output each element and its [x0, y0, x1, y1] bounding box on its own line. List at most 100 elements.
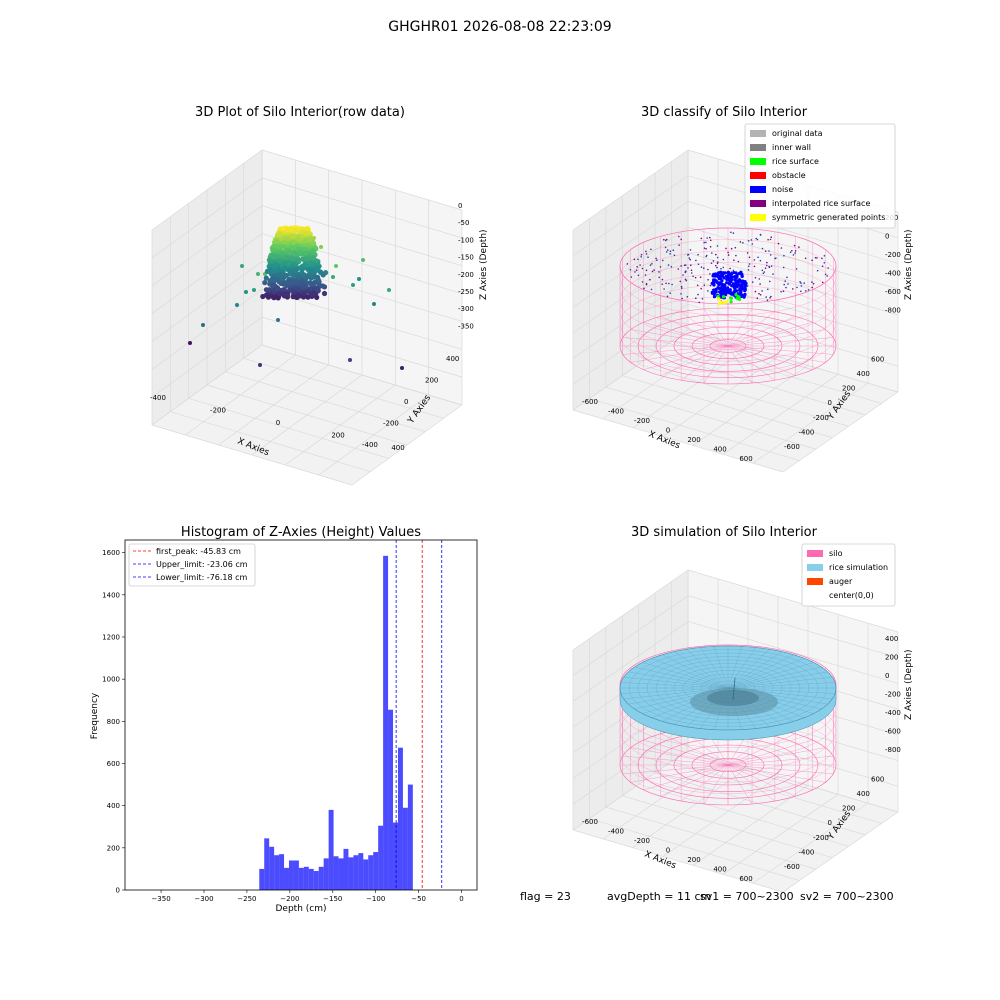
grid-point	[792, 254, 795, 256]
x-tick-label: −150	[323, 895, 342, 903]
grid-point	[677, 268, 680, 270]
grid-point	[763, 271, 766, 273]
z-tick-label: -400	[885, 709, 901, 717]
rice-mesh-spoke	[727, 647, 757, 689]
histogram-bar	[313, 871, 319, 890]
legend-label: Upper_limit: -23.06 cm	[156, 560, 248, 569]
silo-floor-spoke	[727, 345, 753, 384]
grid-point	[653, 269, 655, 271]
z-tick-label: -800	[885, 746, 901, 754]
y-tick-label: 0	[828, 399, 832, 407]
grid-point	[664, 239, 667, 242]
grid-point	[796, 286, 798, 289]
grid-point	[645, 253, 648, 255]
panel3-title: Histogram of Z-Axies (Height) Values	[181, 525, 421, 540]
scatter-point	[285, 291, 291, 297]
grid-point	[826, 275, 828, 277]
y-tick-label: 200	[425, 377, 438, 385]
legend-swatch	[750, 214, 766, 221]
silo-floor-spoke	[681, 345, 729, 381]
noise-point	[734, 271, 738, 275]
grid-point	[643, 287, 645, 290]
grid-point	[699, 276, 702, 279]
y-tick-label: -400	[799, 848, 815, 856]
flag-readout: flag = 23	[520, 890, 571, 903]
gridline	[351, 404, 463, 486]
grid-point	[794, 250, 797, 252]
rice-mesh-spoke	[713, 646, 729, 689]
silo-floor-spoke	[727, 747, 826, 766]
grid-point	[811, 281, 813, 283]
silo-floor-spoke	[727, 345, 775, 381]
scatter-point	[323, 270, 329, 276]
grid-point	[649, 264, 652, 266]
grid-point	[709, 236, 711, 239]
panel-raw-data-3d: 3D Plot of Silo Interior(row data) -400-…	[150, 105, 489, 486]
silo-floor-spoke	[630, 764, 729, 783]
grid-point	[666, 295, 669, 298]
grid-point	[690, 269, 693, 272]
histogram-bar	[289, 860, 294, 890]
z-tick-label: -800	[885, 307, 901, 315]
noise-point	[723, 271, 727, 275]
grid-point	[655, 257, 657, 260]
scatter-point	[276, 318, 280, 322]
grid-point	[814, 256, 817, 259]
grid-point	[668, 282, 670, 285]
grid-point	[715, 264, 717, 267]
noise-point	[730, 284, 734, 288]
legend-swatch	[750, 186, 766, 193]
grid-point	[747, 240, 750, 242]
histogram-bar	[373, 852, 379, 890]
scatter-point	[281, 260, 287, 266]
grid-point	[759, 294, 762, 296]
gridline	[151, 289, 263, 370]
scatter-point	[351, 283, 355, 287]
y-tick-label: -600	[784, 863, 800, 871]
x-tick-label: −250	[237, 895, 256, 903]
grid-point	[715, 253, 717, 256]
scatter-point	[290, 239, 296, 245]
gridline	[687, 329, 899, 393]
histogram-y-ticks: 0 200 400 600 800 1000 1200 1400 1600	[102, 549, 125, 895]
legend-frame	[744, 123, 896, 229]
scatter-point	[289, 244, 295, 250]
gridline	[151, 233, 263, 314]
gridline	[605, 806, 816, 870]
grid-point	[637, 258, 639, 261]
scatter-point	[357, 277, 361, 281]
grid-point	[663, 238, 665, 241]
y-tick-label: 400	[857, 370, 870, 378]
silo-floor-spoke	[727, 345, 796, 376]
scatter-point	[290, 294, 296, 300]
grid-point	[664, 246, 667, 249]
scatter-point	[285, 235, 291, 242]
grid-point	[800, 285, 803, 287]
grid-point	[689, 249, 692, 251]
grid-point	[717, 261, 719, 263]
scatter-point	[315, 276, 321, 283]
gridline	[318, 394, 429, 476]
histogram-legend: first_peak: -45.83 cm Upper_limit: -23.06…	[128, 543, 256, 587]
rice-mesh-spoke	[727, 654, 794, 689]
x-tick-label: −300	[194, 895, 213, 903]
grid-point	[722, 266, 725, 269]
scatter-point	[281, 286, 287, 293]
scatter-point	[258, 363, 262, 367]
scatter-point	[256, 272, 260, 276]
legend-swatch	[750, 158, 766, 165]
scatter-point	[387, 288, 391, 292]
grid-point	[661, 283, 663, 286]
noise-point	[724, 292, 728, 297]
scatter-point	[295, 292, 301, 298]
grid-point	[709, 273, 711, 275]
grid-point	[732, 269, 735, 272]
grid-point	[707, 279, 709, 281]
silo-floor-spoke	[660, 316, 729, 347]
grid-point	[768, 250, 770, 252]
scatter-point	[188, 341, 192, 345]
grid-point	[678, 235, 680, 238]
x-tick-label: 200	[687, 436, 700, 444]
grid-point	[765, 296, 767, 298]
grid-point	[784, 280, 786, 282]
